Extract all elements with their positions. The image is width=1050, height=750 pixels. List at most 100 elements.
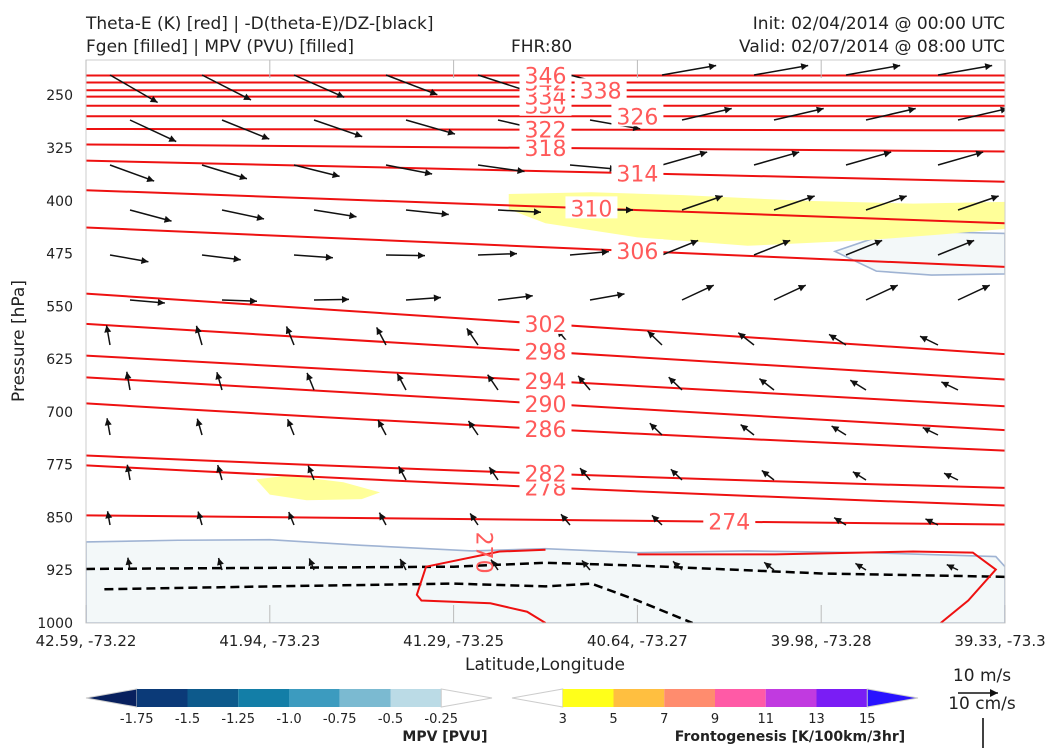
wind-arrow xyxy=(405,209,449,216)
wind-arrowhead xyxy=(525,293,533,301)
wind-arrowhead xyxy=(468,420,476,429)
wind-arrowhead xyxy=(163,215,172,223)
theta-e-label: 318 xyxy=(525,137,567,162)
fgen-colorbar: 3 5 7 9 11 13 15 xyxy=(511,688,919,727)
wind-arrowhead xyxy=(690,239,699,247)
colorbar-tick-label: -1.75 xyxy=(120,712,154,727)
theta-e-label-bg xyxy=(703,509,756,532)
wind-arrowhead xyxy=(239,173,247,181)
wind-arrowhead xyxy=(855,563,864,571)
theta-e-contour xyxy=(415,548,547,623)
wind-arrowhead xyxy=(354,131,363,138)
wind-arrowhead xyxy=(673,561,681,569)
wind-arrowhead xyxy=(217,557,224,566)
wind-arrowhead xyxy=(261,133,270,140)
theta-e-label: 326 xyxy=(616,105,658,130)
wind-arrowhead xyxy=(285,326,293,335)
wind-arrow xyxy=(293,164,340,178)
wind-arrow xyxy=(957,108,1005,121)
wind-arrowhead xyxy=(195,418,203,427)
wind-arrow xyxy=(773,107,824,121)
colorbar-swatch xyxy=(339,689,391,707)
wind-arrow xyxy=(201,164,248,180)
wind-arrowhead xyxy=(898,194,907,202)
wind-arrowhead xyxy=(140,257,149,265)
y-tick-label: 550 xyxy=(46,299,73,315)
y-tick-label: 1000 xyxy=(37,616,73,632)
wind-arrowhead xyxy=(308,558,316,567)
wind-arrowhead xyxy=(489,467,497,475)
frontogenesis-region xyxy=(256,475,381,501)
wind-arrowhead xyxy=(616,291,625,299)
colorbar-tick-label: -1.5 xyxy=(175,712,200,727)
theta-e-label-bg xyxy=(611,104,664,127)
colorbar-swatch xyxy=(715,689,766,707)
wind-arrowhead xyxy=(651,515,660,523)
y-tick-label: 700 xyxy=(46,405,73,421)
theta-e-label-bg xyxy=(519,63,572,86)
theta-e-label-bg xyxy=(574,78,627,101)
wind-arrowhead xyxy=(491,559,498,568)
wind-arrowhead xyxy=(581,560,590,569)
theta-e-label-bg xyxy=(519,339,572,362)
wind-arrowhead xyxy=(626,206,633,214)
wind-arrowhead xyxy=(378,419,385,428)
theta-e-label-bg xyxy=(519,417,572,440)
wind-arrowhead xyxy=(400,558,407,567)
wind-arrow xyxy=(661,64,717,76)
theta-e-contour xyxy=(86,159,1005,183)
theta-e-label-bg xyxy=(611,239,664,262)
wind-arrowhead xyxy=(105,511,113,519)
wind-arrow xyxy=(385,74,438,96)
wind-arrowhead xyxy=(740,424,749,432)
wind-arrowhead xyxy=(307,465,315,474)
wind-arrow xyxy=(773,195,815,211)
wind-arrowhead xyxy=(149,95,158,103)
theta-e-label: 298 xyxy=(525,341,567,366)
y-tick-label: 250 xyxy=(46,88,73,104)
wind-arrowhead xyxy=(249,297,257,305)
theta-e-label: 270 xyxy=(471,532,496,574)
wind-arrow xyxy=(405,119,456,135)
wind-arrowhead xyxy=(647,331,656,339)
wind-arrowhead xyxy=(104,325,112,333)
colorbar-tick-label: -0.25 xyxy=(424,712,458,727)
colorbar-tick-label: -0.75 xyxy=(323,712,357,727)
wind-arrowhead xyxy=(424,169,433,177)
wind-arrowhead xyxy=(398,466,406,475)
wind-arrowhead xyxy=(699,150,708,158)
colorbar-swatch xyxy=(289,689,340,707)
wind-arrow xyxy=(129,119,177,143)
y-tick-label: 850 xyxy=(46,510,73,526)
wind-arrowhead xyxy=(447,128,456,136)
wind-arrowhead xyxy=(580,468,588,476)
colorbar-swatch xyxy=(187,689,239,707)
wind-arrowhead xyxy=(157,298,165,306)
wind-arrowhead xyxy=(433,294,441,302)
frontogenesis-region xyxy=(508,192,1005,246)
wind-arrowhead xyxy=(325,253,333,261)
theta-e-label: 294 xyxy=(525,370,567,395)
theta-e-contour xyxy=(637,550,998,623)
wind-arrowhead xyxy=(397,373,404,382)
wind-arrowhead xyxy=(341,296,349,304)
wind-arrowhead xyxy=(195,325,202,334)
wind-arrow xyxy=(293,74,345,99)
wind-arrow xyxy=(201,74,252,101)
wind-arrowhead xyxy=(601,248,609,256)
colorbar-swatch xyxy=(511,688,564,708)
colorbar-swatch xyxy=(562,689,614,707)
wind-arrowhead xyxy=(168,135,177,142)
wind-arrow xyxy=(313,209,357,218)
wind-arrowhead xyxy=(816,106,824,114)
colorbar-tick-label: -1.25 xyxy=(221,712,255,727)
wind-arrowhead xyxy=(782,239,791,247)
wind-arrowhead xyxy=(705,284,714,292)
wind-arrow xyxy=(109,164,155,182)
y-tick-label: 475 xyxy=(46,247,73,263)
wind-arrowhead xyxy=(975,150,984,158)
wind-arrow xyxy=(865,195,907,211)
wind-arrowhead xyxy=(146,175,155,182)
wind-arrowhead xyxy=(800,63,809,71)
